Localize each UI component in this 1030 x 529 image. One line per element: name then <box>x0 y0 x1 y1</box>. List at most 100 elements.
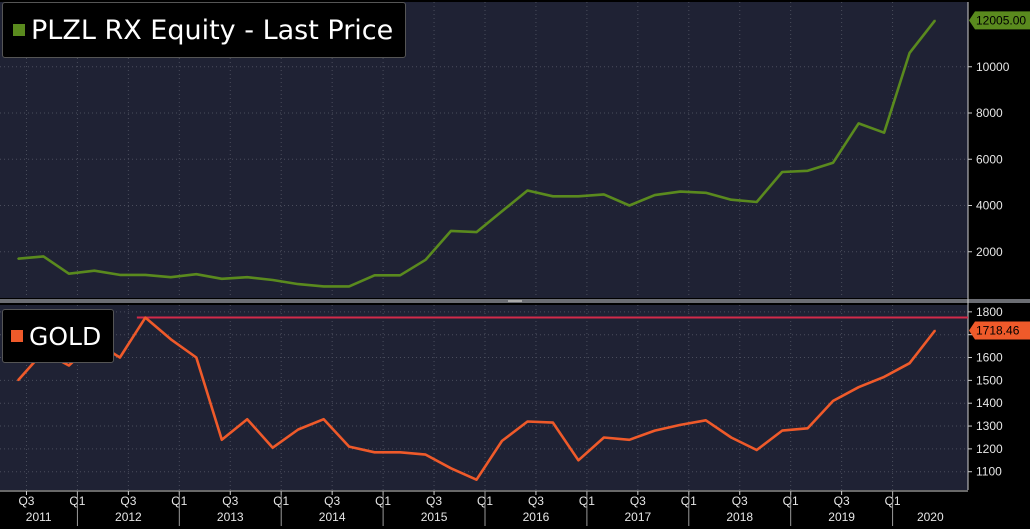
ytick-label-plzl-4: 10000 <box>976 60 1010 74</box>
data-point-plzl-16 <box>424 259 427 261</box>
xtick-label-10: Q3 <box>528 494 544 508</box>
last-value-tag-bg-plzl <box>969 11 1030 30</box>
data-point-gold-22 <box>577 459 580 462</box>
data-point-plzl-34 <box>883 131 885 134</box>
data-point-plzl-30 <box>781 171 783 173</box>
data-point-gold-4 <box>119 356 121 359</box>
data-point-plzl-28 <box>730 198 733 201</box>
data-point-gold-33 <box>857 386 860 389</box>
data-point-plzl-7 <box>195 273 198 275</box>
xtick-label-6: Q3 <box>324 494 340 508</box>
data-point-gold-35 <box>908 362 911 365</box>
ytick-label-plzl-3: 8000 <box>976 106 1003 120</box>
year-label-7: 2018 <box>726 510 753 524</box>
data-point-gold-6 <box>170 338 172 341</box>
data-point-gold-28 <box>730 436 733 439</box>
data-point-gold-7 <box>195 356 198 359</box>
data-point-gold-30 <box>781 429 783 432</box>
data-point-plzl-2 <box>68 272 70 275</box>
data-point-plzl-25 <box>654 194 656 196</box>
last-value-label-gold: 1718.46 <box>976 323 1020 337</box>
data-point-gold-34 <box>883 376 885 378</box>
data-point-gold-15 <box>399 451 401 454</box>
data-point-gold-10 <box>271 446 274 449</box>
ytick-label-gold-7: 1800 <box>976 305 1003 319</box>
x-axis-band <box>0 490 1030 529</box>
last-value-tag-plzl: 12005.00 <box>969 11 1030 30</box>
data-point-plzl-5 <box>144 274 147 276</box>
data-point-gold-20 <box>526 420 529 423</box>
data-point-plzl-8 <box>220 278 223 280</box>
data-point-plzl-4 <box>119 274 121 276</box>
ytick-label-gold-1: 1200 <box>976 442 1003 456</box>
data-point-plzl-11 <box>297 283 299 285</box>
ytick-label-gold-4: 1500 <box>976 373 1003 387</box>
data-point-gold-12 <box>322 418 325 420</box>
data-point-plzl-13 <box>348 285 350 288</box>
data-point-gold-18 <box>475 478 478 481</box>
year-label-2: 2013 <box>217 510 244 524</box>
data-point-plzl-23 <box>603 193 605 196</box>
data-point-gold-14 <box>373 451 376 454</box>
data-point-plzl-27 <box>704 191 707 194</box>
data-point-plzl-22 <box>577 195 580 198</box>
data-point-plzl-33 <box>857 122 860 125</box>
data-point-plzl-9 <box>246 276 249 278</box>
year-label-4: 2015 <box>421 510 448 524</box>
data-point-gold-24 <box>628 438 631 441</box>
data-point-gold-31 <box>806 427 809 430</box>
data-point-gold-17 <box>450 467 452 470</box>
ytick-label-gold-3: 1400 <box>976 396 1003 410</box>
year-label-1: 2012 <box>115 510 142 524</box>
data-point-gold-0 <box>17 379 19 382</box>
data-point-plzl-18 <box>475 231 478 233</box>
data-point-gold-23 <box>603 436 605 439</box>
year-label-8: 2019 <box>828 510 855 524</box>
data-point-plzl-17 <box>450 230 452 232</box>
ytick-label-plzl-2: 6000 <box>976 152 1003 166</box>
data-point-gold-9 <box>246 418 249 420</box>
data-point-gold-5 <box>144 316 147 319</box>
data-point-plzl-31 <box>806 170 809 172</box>
xtick-label-12: Q3 <box>630 494 646 508</box>
data-point-plzl-29 <box>755 201 758 203</box>
year-label-9: 2020 <box>917 510 944 524</box>
ytick-label-plzl-0: 2000 <box>976 245 1003 259</box>
xtick-label-0: Q3 <box>18 494 34 508</box>
data-point-plzl-0 <box>17 257 19 260</box>
data-point-plzl-36 <box>934 19 936 22</box>
xtick-label-2: Q3 <box>120 494 136 508</box>
last-value-label-plzl: 12005.00 <box>976 13 1026 27</box>
year-label-3: 2014 <box>319 510 346 524</box>
data-point-gold-26 <box>679 424 682 426</box>
legend-plzl: PLZL RX Equity - Last Price <box>2 2 407 58</box>
data-point-gold-2 <box>68 364 70 367</box>
panel-resize-handle <box>508 300 522 302</box>
last-value-tag-gold: 1718.46 <box>969 321 1030 340</box>
data-point-gold-29 <box>755 449 758 451</box>
data-point-plzl-35 <box>908 52 911 54</box>
legend-label-gold: GOLD <box>29 321 102 351</box>
xtick-label-8: Q3 <box>426 494 442 508</box>
data-point-gold-19 <box>501 440 503 442</box>
data-point-plzl-6 <box>170 276 172 278</box>
xtick-label-16: Q3 <box>834 494 850 508</box>
data-point-gold-13 <box>348 445 350 448</box>
year-label-0: 2011 <box>26 510 52 524</box>
xtick-label-4: Q3 <box>222 494 238 508</box>
data-point-plzl-3 <box>93 269 96 272</box>
last-value-tag-bg-gold <box>969 321 1030 340</box>
data-point-gold-36 <box>934 329 936 332</box>
data-point-plzl-15 <box>399 274 401 277</box>
data-point-gold-21 <box>552 421 554 424</box>
data-point-gold-25 <box>654 429 656 432</box>
year-label-5: 2016 <box>523 510 550 524</box>
legend-label-plzl: PLZL RX Equity - Last Price <box>31 14 394 46</box>
data-point-plzl-19 <box>501 210 503 213</box>
data-point-gold-27 <box>704 419 707 422</box>
ytick-label-gold-2: 1300 <box>976 419 1003 433</box>
legend-gold: GOLD <box>2 309 115 363</box>
data-point-plzl-21 <box>552 195 554 198</box>
